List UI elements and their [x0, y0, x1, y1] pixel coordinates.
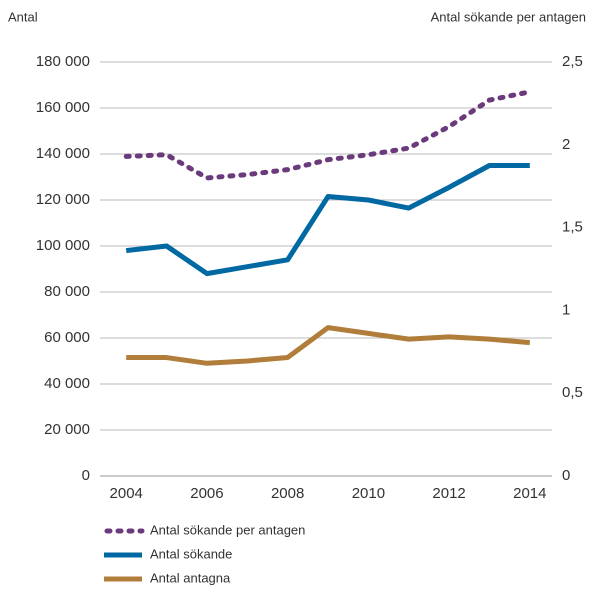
- y-tick-label: 20 000: [44, 421, 90, 438]
- y-tick-label: 120 000: [36, 191, 90, 208]
- legend-label: Antal sökande: [150, 546, 232, 561]
- y2-tick-label: 2,5: [562, 53, 583, 70]
- y-tick-label: 40 000: [44, 375, 90, 392]
- x-tick-label: 2008: [271, 485, 304, 502]
- y-tick-label: 160 000: [36, 99, 90, 116]
- y-tick-label: 140 000: [36, 145, 90, 162]
- line-series: [126, 325, 531, 366]
- y-tick-label: 100 000: [36, 237, 90, 254]
- y-tick-label: 80 000: [44, 283, 90, 300]
- legend-label: Antal sökande per antagen: [150, 522, 305, 537]
- line-series: [125, 163, 530, 277]
- y2-tick-label: 0: [562, 467, 570, 484]
- x-tick-label: 2004: [110, 485, 143, 502]
- y-tick-label: 180 000: [36, 53, 90, 70]
- legend-label: Antal antagna: [150, 570, 231, 585]
- y2-tick-label: 0,5: [562, 384, 583, 401]
- y-tick-label: 0: [82, 467, 90, 484]
- y2-tick-label: 2: [562, 136, 570, 153]
- y2-axis-title: Antal sökande per antagen: [431, 9, 586, 24]
- x-tick-label: 2014: [513, 485, 546, 502]
- x-tick-label: 2012: [432, 485, 465, 502]
- y2-tick-label: 1: [562, 301, 570, 318]
- y-tick-label: 60 000: [44, 329, 90, 346]
- x-tick-label: 2006: [190, 485, 223, 502]
- line-series: [123, 89, 533, 181]
- y-axis-title: Antal: [8, 9, 38, 24]
- y2-tick-label: 1,5: [562, 219, 583, 236]
- x-tick-label: 2010: [352, 485, 385, 502]
